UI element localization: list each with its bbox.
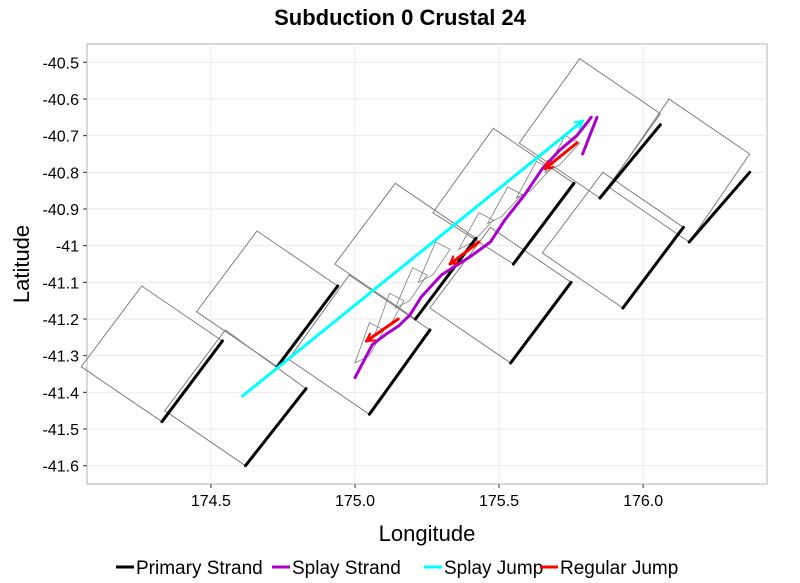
legend-item-primary-strand: Primary Strand — [116, 558, 263, 579]
series-layer — [160, 115, 752, 468]
legend-label-splay-jump: Splay Jump — [444, 558, 543, 579]
y-tick-label-7: -41.2 — [43, 312, 80, 329]
splay-strand-line-1 — [581, 115, 599, 156]
y-axis: -40.5 -40.6 -40.7 -40.8 -40.9 -41 -41.1 -41.2 -4… — [43, 55, 87, 476]
y-tick-label-6: -41.1 — [43, 275, 80, 292]
primary-strand-line-3 — [367, 328, 432, 416]
splay-patch-4 — [457, 212, 494, 251]
legend-item-splay-strand: Splay Strand — [272, 558, 401, 579]
y-tick-label-8: -41.3 — [43, 349, 80, 366]
primary-strand-line-1 — [244, 387, 308, 468]
x-axis: 174.5 175.0 175.5 176.0 — [191, 484, 663, 510]
legend-item-regular-jump: Regular Jump — [540, 558, 678, 579]
grid-layer — [87, 44, 767, 484]
splay-jump-series — [241, 119, 583, 398]
splay-strand-line-0 — [353, 115, 593, 380]
x-tick-label-1: 175.0 — [335, 493, 375, 510]
y-tick-label-5: -41 — [56, 239, 79, 256]
fault-patch-9 — [607, 98, 751, 243]
primary-strand-line-2 — [275, 284, 340, 369]
legend-label-regular-jump: Regular Jump — [560, 558, 678, 579]
primary-strand-line-6 — [511, 181, 576, 266]
y-tick-label-9: -41.4 — [43, 385, 80, 402]
regular-jump-series — [367, 141, 579, 343]
splay-patch-7 — [544, 135, 581, 174]
splay-patch-3 — [417, 241, 451, 284]
primary-strand-line-5 — [509, 280, 573, 365]
plot-panel — [86, 43, 768, 485]
splay-jump-line-0 — [241, 119, 583, 398]
x-tick-label-3: 176.0 — [623, 493, 663, 510]
splay-strand-series — [353, 115, 599, 380]
primary-strand-line-7 — [621, 225, 685, 310]
x-tick-label-0: 174.5 — [191, 493, 231, 510]
primary-strand-line-9 — [687, 170, 752, 244]
primary-strand-line-8 — [598, 123, 662, 200]
y-tick-label-0: -40.5 — [43, 55, 80, 72]
y-tick-label-3: -40.8 — [43, 165, 80, 182]
y-tick-label-2: -40.7 — [43, 129, 80, 146]
splay-patch-2 — [394, 267, 428, 309]
y-axis-title: Latitude — [9, 225, 34, 303]
regular-jump-line-1 — [450, 240, 481, 266]
y-tick-label-10: -41.5 — [43, 422, 80, 439]
primary-strand-line-0 — [160, 339, 224, 424]
x-axis-title: Longitude — [379, 521, 476, 546]
regular-jump-line-2 — [367, 317, 400, 343]
y-tick-label-11: -41.6 — [43, 459, 80, 476]
chart-title: Subduction 0 Crustal 24 — [274, 5, 527, 30]
legend-label-primary-strand: Primary Strand — [136, 558, 263, 579]
legend-label-splay-strand: Splay Strand — [292, 558, 401, 579]
x-tick-label-2: 175.5 — [479, 493, 519, 510]
y-tick-label-4: -40.9 — [43, 202, 80, 219]
y-tick-label-1: -40.6 — [43, 92, 80, 109]
legend: Primary Strand Splay Strand Splay Jump Regu… — [116, 558, 678, 579]
regular-jump-line-0 — [545, 141, 579, 171]
legend-item-splay-jump: Splay Jump — [424, 558, 543, 579]
splay-patch-5 — [486, 186, 523, 225]
